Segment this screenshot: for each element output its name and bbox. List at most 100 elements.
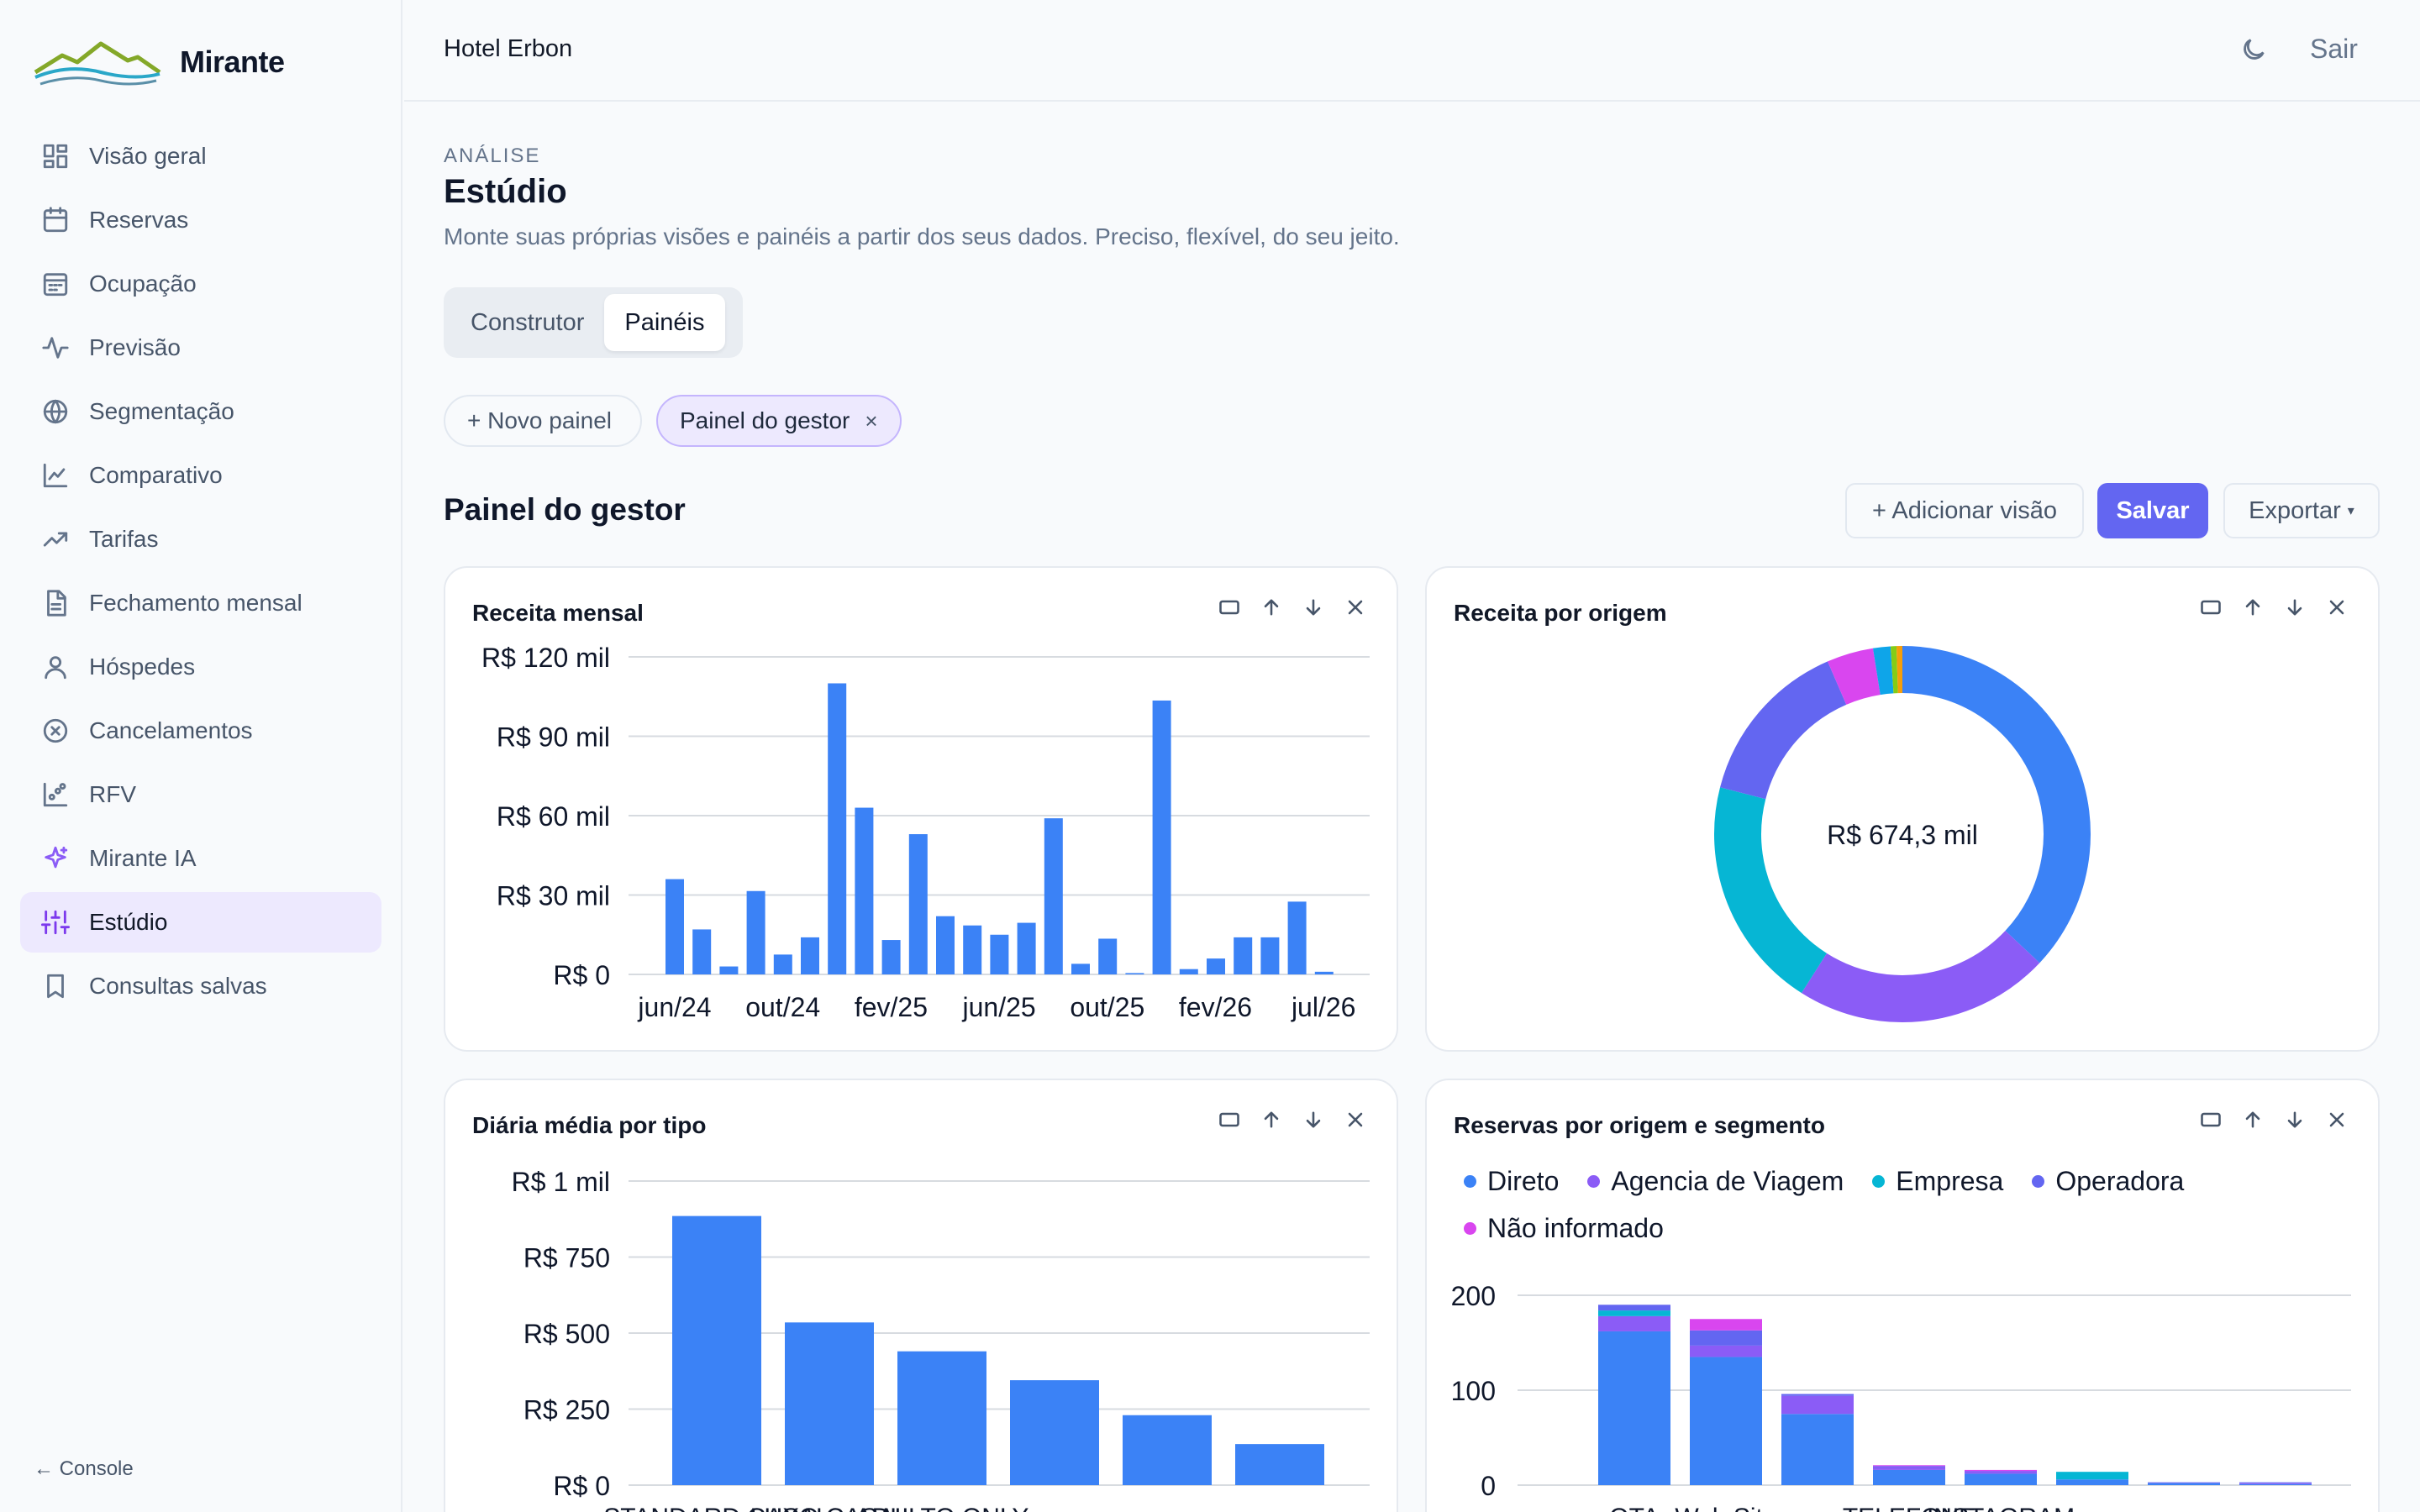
sidebar-item-label: Estúdio	[89, 909, 168, 935]
arrow-up-icon[interactable]	[2240, 1107, 2265, 1132]
sidebar-item-label: Fechamento mensal	[89, 590, 302, 616]
legend-item[interactable]: Agencia de Viagem	[1587, 1161, 1844, 1201]
y-tick-label: 100	[1451, 1376, 1496, 1406]
bar	[881, 940, 901, 974]
bar	[990, 934, 1009, 974]
sidebar-item-cancelamentos[interactable]: Cancelamentos	[20, 701, 381, 761]
close-icon[interactable]	[1343, 1107, 1368, 1132]
legend-label: Direto	[1487, 1165, 1560, 1196]
legend-item[interactable]: Empresa	[1872, 1161, 2003, 1201]
close-icon[interactable]	[1343, 595, 1368, 620]
sidebar-item-label: Previsão	[89, 334, 181, 360]
bar-segment	[1598, 1331, 1670, 1485]
sidebar-item-segmentacao[interactable]: Segmentação	[20, 381, 381, 442]
card-title: Diária média por tipo	[472, 1112, 707, 1138]
arrow-up-icon[interactable]	[1259, 595, 1284, 620]
bar-segment	[1598, 1310, 1670, 1316]
sidebar-item-rfv[interactable]: RFV	[20, 764, 381, 825]
bar	[963, 925, 982, 974]
legend-item[interactable]: Direto	[1464, 1161, 1559, 1201]
expand-icon[interactable]	[1217, 1107, 1242, 1132]
expand-icon[interactable]	[2198, 595, 2223, 620]
close-icon[interactable]	[2324, 1107, 2349, 1132]
logout-button[interactable]: Sair	[2310, 34, 2358, 64]
y-tick-label: R$ 500	[523, 1319, 610, 1349]
close-icon[interactable]: ×	[865, 407, 878, 433]
pulse-icon	[40, 333, 71, 363]
sidebar: Mirante Visão geral Reservas Ocupação Pr…	[0, 0, 402, 1512]
sidebar-item-label: Tarifas	[89, 526, 159, 552]
trending-up-icon	[40, 524, 71, 554]
x-tick-label: STANDARD CASAL	[603, 1504, 830, 1512]
export-button[interactable]: Exportar ▾	[2223, 483, 2380, 538]
bar	[908, 834, 928, 974]
sidebar-item-tarifas[interactable]: Tarifas	[20, 509, 381, 570]
bar-segment	[1598, 1305, 1670, 1311]
panel-chip[interactable]: Painel do gestor ×	[656, 395, 902, 447]
arrow-down-icon[interactable]	[1301, 595, 1326, 620]
sidebar-item-comparativo[interactable]: Comparativo	[20, 445, 381, 506]
sidebar-item-label: Reservas	[89, 207, 189, 233]
close-icon[interactable]	[2324, 595, 2349, 620]
bar-segment	[1781, 1395, 1854, 1415]
panel-chip-label: Painel do gestor	[680, 407, 850, 433]
globe-icon	[40, 396, 71, 427]
add-view-button[interactable]: + Adicionar visão	[1845, 483, 2084, 538]
card-title: Receita por origem	[1454, 600, 1667, 626]
tab-paineis[interactable]: Painéis	[604, 294, 725, 351]
sidebar-item-estudio[interactable]: Estúdio	[20, 892, 381, 953]
arrow-up-icon[interactable]	[2240, 595, 2265, 620]
sidebar-item-fechamento-mensal[interactable]: Fechamento mensal	[20, 573, 381, 633]
bar-segment	[1690, 1357, 1762, 1485]
arrow-down-icon[interactable]	[2282, 1107, 2307, 1132]
legend-swatch	[1872, 1174, 1886, 1188]
console-link[interactable]: ← Console	[34, 1457, 134, 1480]
sidebar-item-reservas[interactable]: Reservas	[20, 190, 381, 250]
sidebar-item-previsao[interactable]: Previsão	[20, 318, 381, 378]
sidebar-item-mirante-ia[interactable]: Mirante IA	[20, 828, 381, 889]
bar-chart: R$ 0 R$ 250 R$ 500 R$ 750 R$ 1 mil STANDARD C…	[512, 1167, 1370, 1512]
bar-chart: R$ 0 R$ 30 mil R$ 60 mil R$ 90 mil R$ 120 mi…	[481, 643, 1370, 1022]
export-label: Exportar	[2249, 496, 2341, 524]
legend-item[interactable]: Não informado	[1464, 1208, 1664, 1248]
bar-segment	[1965, 1471, 2037, 1474]
hotel-name[interactable]: Hotel Erbon	[444, 35, 573, 62]
sidebar-item-label: Ocupação	[89, 270, 197, 297]
sidebar-item-visao-geral[interactable]: Visão geral	[20, 126, 381, 186]
sparkles-icon	[40, 843, 71, 874]
x-tick-label: OTA	[1609, 1504, 1659, 1512]
bar-segment	[2239, 1483, 2312, 1485]
expand-icon[interactable]	[1217, 595, 1242, 620]
expand-icon[interactable]	[2198, 1107, 2223, 1132]
moon-icon[interactable]	[2239, 35, 2270, 66]
sidebar-item-label: Visão geral	[89, 143, 207, 169]
bar-segment	[1873, 1465, 1945, 1467]
arrow-up-icon[interactable]	[1259, 1107, 1284, 1132]
arrow-down-icon[interactable]	[2282, 595, 2307, 620]
bar	[828, 683, 847, 974]
y-tick-label: R$ 90 mil	[497, 722, 610, 753]
bar-segment	[1965, 1473, 2037, 1485]
chevron-down-icon: ▾	[2347, 504, 2354, 518]
arrow-down-icon[interactable]	[1301, 1107, 1326, 1132]
donut-slice	[1714, 787, 1828, 994]
legend-swatch	[1587, 1174, 1601, 1188]
mountain-logo-icon	[34, 41, 161, 86]
calendar-grid-icon	[40, 269, 71, 299]
legend-item[interactable]: Operadora	[2032, 1161, 2184, 1201]
new-panel-button[interactable]: + Novo painel	[444, 395, 642, 447]
sidebar-item-consultas-salvas[interactable]: Consultas salvas	[20, 956, 381, 1016]
sidebar-item-hospedes[interactable]: Hóspedes	[20, 637, 381, 697]
bar	[1260, 937, 1280, 974]
y-tick-label: R$ 0	[553, 960, 610, 990]
brand[interactable]: Mirante	[34, 35, 285, 89]
sidebar-item-ocupacao[interactable]: Ocupação	[20, 254, 381, 314]
tab-construtor[interactable]: Construtor	[471, 308, 585, 336]
document-icon	[40, 588, 71, 618]
y-tick-label: 0	[1481, 1471, 1496, 1501]
bar	[666, 879, 684, 974]
legend-label: Empresa	[1896, 1165, 2004, 1196]
save-button[interactable]: Salvar	[2097, 483, 2208, 538]
stacked-bar-chart: 0 100 200 OTA Web Site TELEFONEINSTAGRAM	[1451, 1281, 2351, 1512]
card-toolbar	[1217, 595, 1368, 620]
